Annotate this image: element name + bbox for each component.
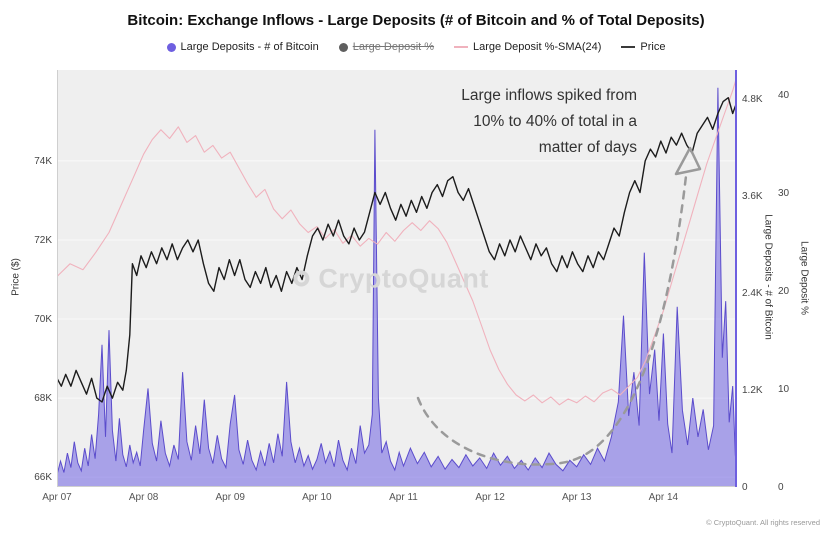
- date-tick-label: Apr 09: [215, 492, 245, 503]
- deposits-tick-label: 0: [742, 482, 748, 493]
- deposits-axis-ticks: 0 1.2K 2.4K 3.6K 4.8K: [742, 70, 772, 493]
- annotation-line-2: 10% to 40% of total in a: [473, 113, 637, 130]
- deposits-tick-label: 3.6K: [742, 191, 763, 203]
- legend-label: Large Deposit %-SMA(24): [473, 41, 602, 53]
- date-tick-label: Apr 13: [562, 492, 592, 503]
- date-tick-label: Apr 07: [42, 492, 72, 503]
- chart-canvas: [57, 70, 737, 487]
- deposits-tick-label: 1.2K: [742, 385, 763, 397]
- date-tick-label: Apr 12: [475, 492, 505, 503]
- percent-axis-title: Large Deposit %: [798, 241, 810, 315]
- copyright-text: © CryptoQuant. All rights reserved: [706, 518, 820, 527]
- legend-line-marker-icon: [454, 46, 469, 48]
- legend-circle-marker-icon: [338, 42, 348, 52]
- price-tick-label: 66K: [34, 472, 52, 484]
- legend-item-1[interactable]: Large Deposit %: [338, 41, 435, 53]
- price-tick-label: 68K: [34, 393, 52, 405]
- deposits-axis-title: Large Deposits - # of Bitcoin: [762, 214, 774, 340]
- percent-tick-label: 40: [778, 90, 790, 102]
- date-axis-ticks: Apr 07 Apr 08 Apr 09 Apr 10 Apr 11 Apr 12 Apr …: [42, 492, 747, 506]
- legend-label: Large Deposit %: [352, 41, 435, 53]
- price-tick-label: 72K: [34, 234, 52, 246]
- percent-tick-label: 30: [778, 188, 790, 200]
- date-tick-label: Apr 14: [648, 492, 679, 503]
- legend-line-marker-icon: [621, 46, 636, 48]
- legend-label: Large Deposits - # of Bitcoin: [180, 41, 319, 53]
- price-tick-label: 74K: [34, 155, 52, 167]
- annotation-line-3: matter of days: [538, 139, 637, 156]
- date-tick-label: Apr 08: [128, 492, 159, 503]
- legend-circle-marker-icon: [166, 42, 176, 52]
- price-axis-ticks: 66K 68K 70K 72K 74K: [14, 70, 52, 487]
- annotation-text: Large inflows spiked from 10% to 40% of …: [461, 83, 637, 161]
- deposits-tick-label: 2.4K: [742, 288, 763, 300]
- percent-axis-ticks: 0 10 20 30 40: [778, 70, 802, 493]
- deposits-tick-label: 4.8K: [742, 94, 763, 106]
- price-tick-label: 70K: [34, 314, 52, 325]
- legend: Large Deposits - # of Bitcoin Large Depos…: [0, 41, 832, 53]
- chart-title: Bitcoin: Exchange Inflows - Large Deposi…: [127, 12, 705, 29]
- price-axis-title: Price ($): [10, 258, 22, 296]
- legend-item-0[interactable]: Large Deposits - # of Bitcoin: [166, 41, 319, 53]
- date-tick-label: Apr 11: [389, 492, 418, 503]
- percent-tick-label: 20: [778, 286, 790, 298]
- legend-label: Price: [640, 41, 666, 53]
- date-tick-label: Apr 10: [302, 492, 332, 503]
- percent-tick-label: 0: [778, 482, 784, 493]
- legend-item-2[interactable]: Large Deposit %-SMA(24): [454, 41, 601, 53]
- plot-area[interactable]: CryptoQuant Large inflows spiked from 10…: [57, 70, 737, 487]
- legend-item-3[interactable]: Price: [621, 41, 665, 53]
- annotation-line-1: Large inflows spiked from: [461, 87, 637, 104]
- percent-tick-label: 10: [778, 384, 790, 396]
